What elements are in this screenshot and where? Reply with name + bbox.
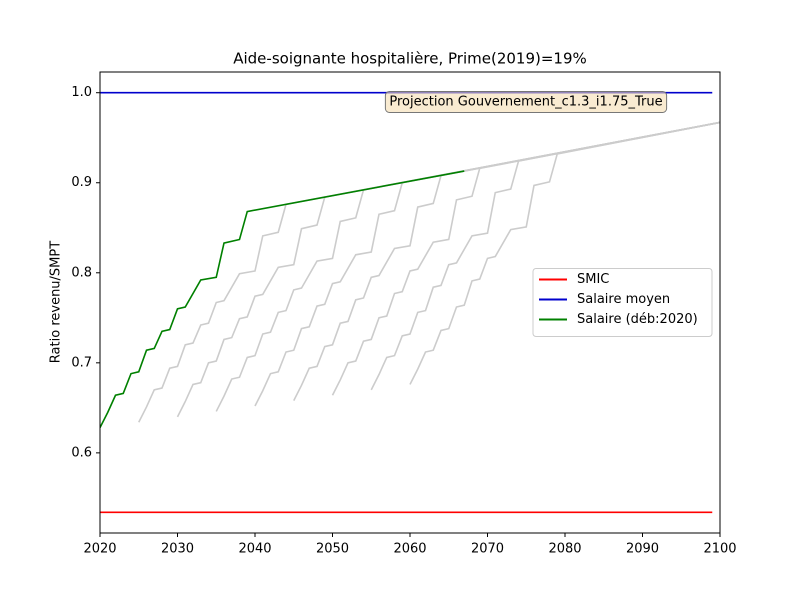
legend: SMIC Salaire moyen Salaire (déb:2020) xyxy=(532,268,713,337)
annotation-box xyxy=(384,91,668,113)
x-tick-label: 2030 xyxy=(161,542,194,557)
y-tick-label: 0.8 xyxy=(71,265,92,280)
trajectory-line xyxy=(176,121,720,418)
trajectory-line xyxy=(138,121,720,423)
trajectory-line xyxy=(409,121,720,385)
x-tick-label: 2080 xyxy=(548,542,581,557)
trajectory-line xyxy=(215,121,720,412)
x-tick-label: 2060 xyxy=(393,542,426,557)
legend-box xyxy=(532,268,713,337)
x-tick-label: 2020 xyxy=(83,542,116,557)
series-line xyxy=(100,170,465,429)
y-tick-label: 0.7 xyxy=(71,355,92,370)
legend-label: SMIC xyxy=(577,272,609,287)
x-tick-label: 2070 xyxy=(471,542,504,557)
y-tick-label: 0.9 xyxy=(71,175,92,190)
x-tick-label: 2050 xyxy=(316,542,349,557)
trajectory-line xyxy=(331,121,720,396)
y-axis-label: Ratio revenu/SMPT xyxy=(49,241,64,363)
y-tick-label: 0.6 xyxy=(71,445,92,460)
x-tick-label: 2090 xyxy=(626,542,659,557)
x-tick-label: 2040 xyxy=(238,542,271,557)
legend-label: Salaire (déb:2020) xyxy=(577,312,698,327)
chart-title: Aide-soignante hospitalière, Prime(2019)… xyxy=(233,50,587,68)
trajectory-line xyxy=(254,121,720,407)
legend-label: Salaire moyen xyxy=(577,292,670,307)
x-tick-label: 2100 xyxy=(703,542,736,557)
y-tick-label: 1.0 xyxy=(71,85,92,100)
trajectory-line xyxy=(370,121,720,391)
trajectory-line xyxy=(293,121,720,402)
annotation: Projection Gouvernement_c1.3_i1.75_True xyxy=(389,95,662,110)
